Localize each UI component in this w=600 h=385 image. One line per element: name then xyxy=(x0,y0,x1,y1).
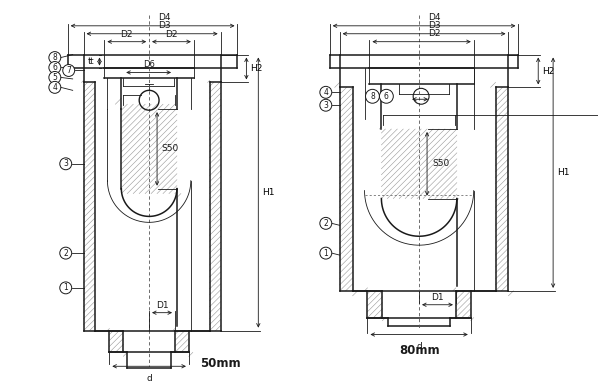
Text: S50: S50 xyxy=(432,159,449,168)
Text: H1: H1 xyxy=(262,188,275,197)
Text: D2: D2 xyxy=(120,30,133,39)
Text: D2: D2 xyxy=(428,29,440,38)
Circle shape xyxy=(63,65,74,77)
Text: 2: 2 xyxy=(64,249,68,258)
Text: 3: 3 xyxy=(323,101,328,110)
Text: H1: H1 xyxy=(557,168,569,177)
Text: 50mm: 50mm xyxy=(200,357,241,370)
Text: 2: 2 xyxy=(323,219,328,228)
Text: D2: D2 xyxy=(165,30,177,39)
Text: D4: D4 xyxy=(158,13,170,22)
Text: 6: 6 xyxy=(52,63,57,72)
Circle shape xyxy=(320,218,332,229)
Text: 1: 1 xyxy=(323,249,328,258)
Text: d: d xyxy=(146,374,152,383)
Circle shape xyxy=(49,62,61,74)
Circle shape xyxy=(60,158,71,170)
Text: 3: 3 xyxy=(64,159,68,168)
Text: t: t xyxy=(90,57,94,66)
Circle shape xyxy=(60,282,71,294)
Text: 8: 8 xyxy=(52,53,57,62)
Text: t: t xyxy=(88,57,92,66)
Text: S50: S50 xyxy=(161,144,178,153)
Circle shape xyxy=(49,52,61,64)
Text: 8: 8 xyxy=(370,92,375,101)
Text: d: d xyxy=(416,342,422,352)
Text: 4: 4 xyxy=(52,83,57,92)
Text: 6: 6 xyxy=(384,92,389,101)
Text: 7: 7 xyxy=(66,66,71,75)
Text: 80mm: 80mm xyxy=(399,344,439,357)
Text: D1: D1 xyxy=(431,293,443,302)
Circle shape xyxy=(49,81,61,93)
Text: 4: 4 xyxy=(323,88,328,97)
Text: D4: D4 xyxy=(428,13,440,22)
Text: H2: H2 xyxy=(250,64,263,73)
Circle shape xyxy=(320,86,332,98)
Text: 5: 5 xyxy=(52,73,57,82)
Text: D3: D3 xyxy=(158,21,170,30)
Text: 1: 1 xyxy=(64,283,68,292)
Text: D1: D1 xyxy=(156,301,169,310)
Circle shape xyxy=(379,89,394,103)
Circle shape xyxy=(49,72,61,84)
Circle shape xyxy=(365,89,379,103)
Text: H2: H2 xyxy=(542,67,554,76)
Circle shape xyxy=(320,247,332,259)
Text: D6: D6 xyxy=(143,60,155,69)
Circle shape xyxy=(320,99,332,111)
Text: D3: D3 xyxy=(428,21,440,30)
Circle shape xyxy=(60,247,71,259)
